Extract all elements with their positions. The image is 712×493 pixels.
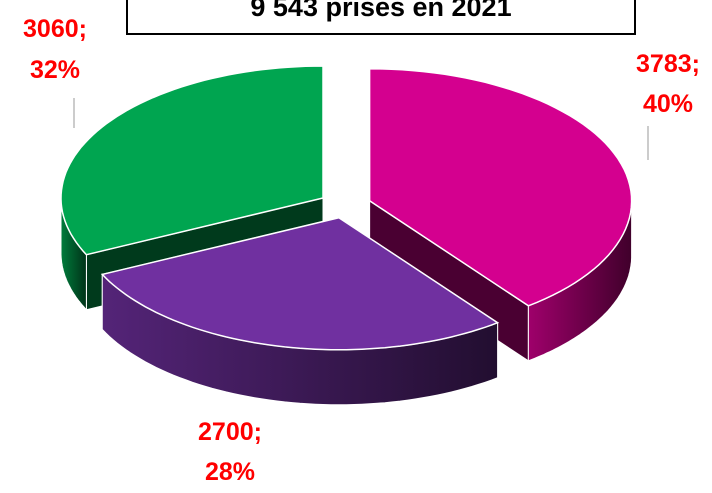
slice-top (368, 68, 633, 307)
value-label: 3783; (636, 50, 700, 78)
slice-top (60, 65, 324, 256)
slice-top (100, 216, 500, 351)
value-label: 2700; (198, 418, 262, 446)
chart-title: 9 543 prises en 2021 (250, 0, 511, 22)
pie (60, 65, 633, 406)
percent-label: 32% (30, 56, 80, 84)
value-label: 3060; (23, 15, 87, 43)
percent-label: 40% (643, 90, 693, 118)
slice (100, 216, 500, 406)
title-box (126, 0, 636, 35)
percent-label: 28% (205, 458, 255, 486)
